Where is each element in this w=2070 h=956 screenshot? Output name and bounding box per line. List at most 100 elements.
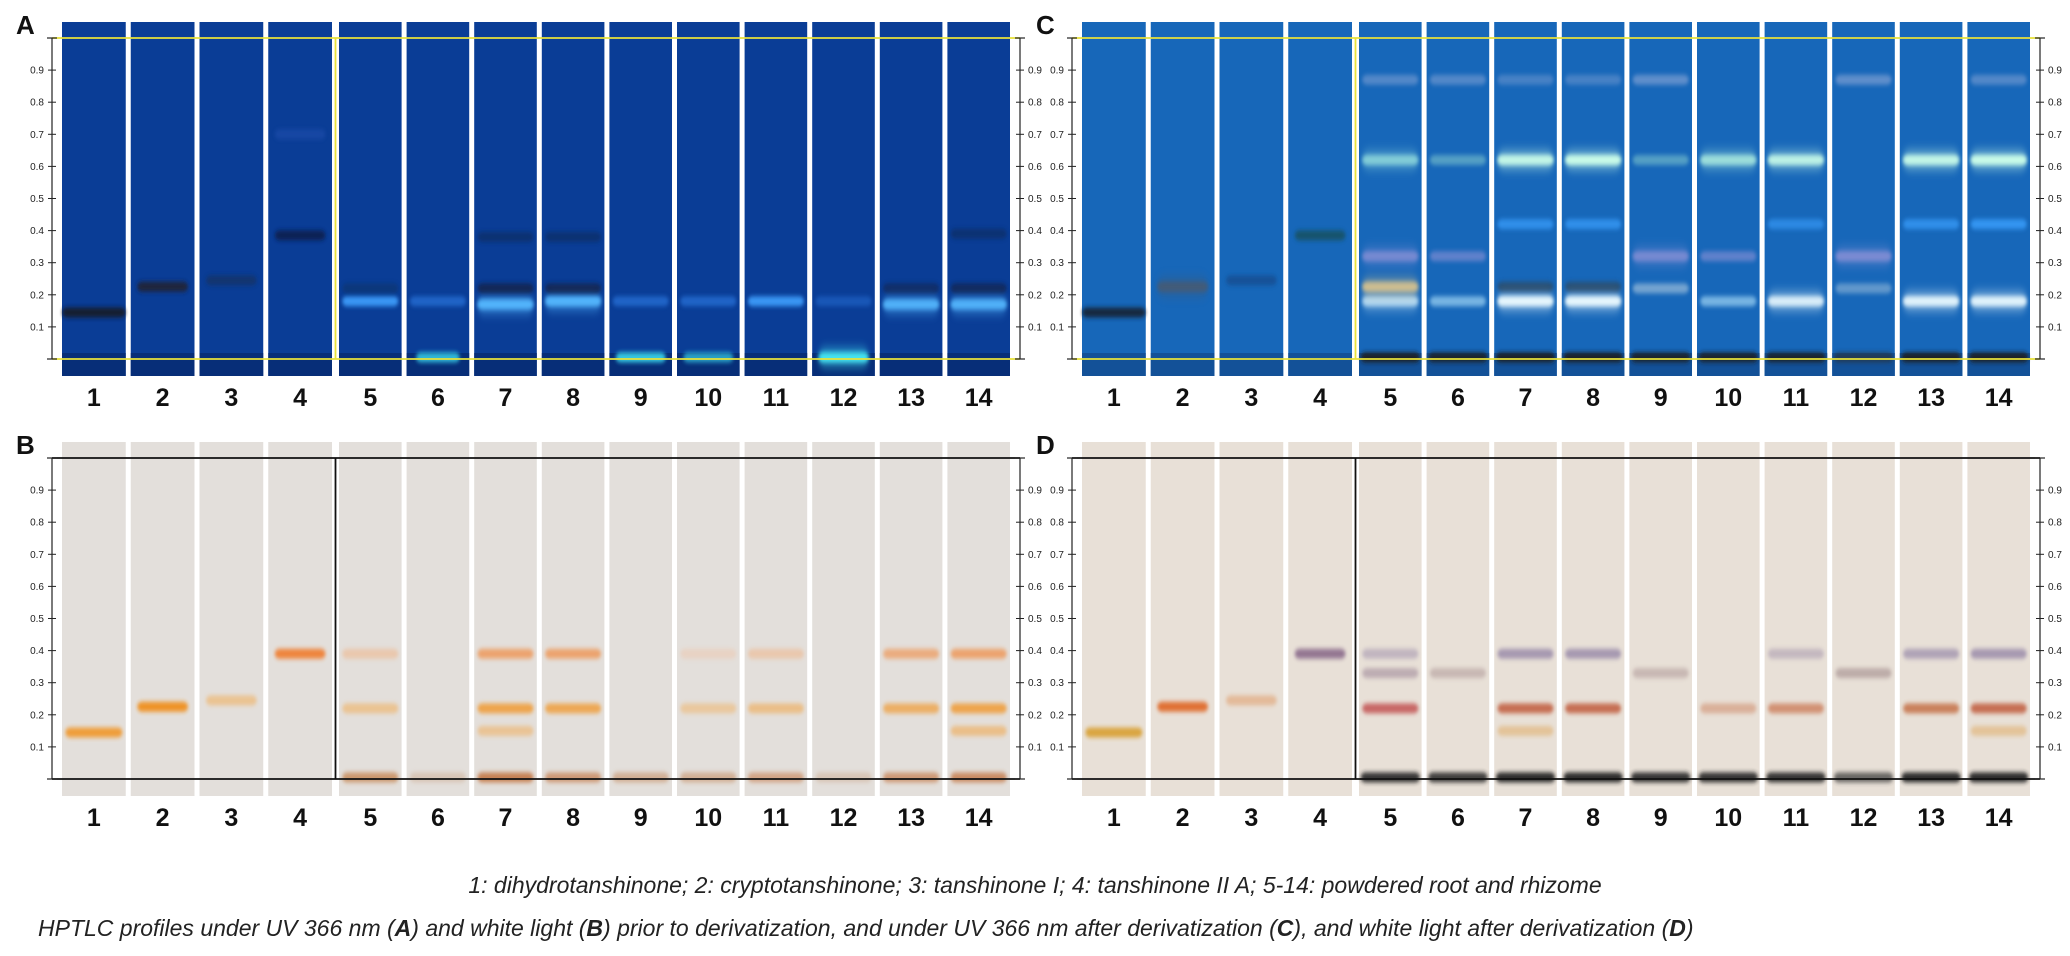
lane-number: 2 xyxy=(156,384,170,412)
rf-tick-label: 0.2 xyxy=(1050,290,1064,301)
band xyxy=(680,296,737,307)
origin-zone xyxy=(744,353,808,376)
rf-tick-label: 0.2 xyxy=(1028,710,1042,721)
lane-number: 8 xyxy=(1586,384,1600,412)
caption-panel-ref: A xyxy=(394,915,412,941)
band xyxy=(342,703,399,714)
rf-tick-label: 0.5 xyxy=(2048,194,2062,205)
lane-number: 3 xyxy=(1244,384,1258,412)
panel-label: B xyxy=(16,430,35,460)
band xyxy=(950,299,1007,310)
lane-track xyxy=(1899,22,1963,376)
band xyxy=(612,296,669,307)
lane-track xyxy=(1082,22,1146,376)
lane-number: 4 xyxy=(293,804,307,832)
origin-zone xyxy=(1219,353,1284,376)
rf-tick-label: 0.6 xyxy=(2048,582,2062,593)
band xyxy=(882,283,940,294)
rf-tick-label: 0.4 xyxy=(1050,226,1064,237)
band xyxy=(477,283,534,294)
rf-tick-label: 0.4 xyxy=(1050,646,1064,657)
band xyxy=(1970,648,2027,659)
band xyxy=(1428,772,1488,783)
band xyxy=(950,703,1007,714)
rf-tick-label: 0.8 xyxy=(30,98,44,109)
lane-number: 5 xyxy=(363,804,377,832)
origin-zone xyxy=(879,353,943,376)
rf-tick-label: 0.2 xyxy=(2048,710,2062,721)
origin-zone xyxy=(199,353,264,376)
origin-zone xyxy=(541,353,605,376)
band xyxy=(1362,154,1419,165)
band xyxy=(544,772,602,783)
band xyxy=(477,299,534,310)
band xyxy=(1497,74,1554,85)
lane-track xyxy=(474,22,537,376)
band xyxy=(882,299,940,310)
lane-track xyxy=(541,22,605,376)
band xyxy=(477,648,534,659)
origin-zone xyxy=(1082,353,1146,376)
lane-track xyxy=(1764,22,1828,376)
rf-tick-label: 0.5 xyxy=(1028,194,1042,205)
lane-track xyxy=(1288,442,1352,796)
lane-number: 4 xyxy=(1313,384,1327,412)
rf-tick-label: 0.6 xyxy=(30,162,44,173)
rf-tick-label: 0.2 xyxy=(30,290,44,301)
band xyxy=(409,296,467,307)
rf-tick-label: 0.2 xyxy=(30,710,44,721)
lane-number: 7 xyxy=(1519,384,1533,412)
plate: 0.1 0.2 0.3 0.4 0.5 0.6 0.7 0.8 0.9 0.1 0.2 0.3 0.4 0… xyxy=(1050,22,2062,412)
lane-track xyxy=(1629,442,1692,796)
rf-tick-label: 0.6 xyxy=(1050,582,1064,593)
lane-track xyxy=(130,442,195,796)
lane-number: 3 xyxy=(1244,804,1258,832)
band xyxy=(747,703,805,714)
rf-tick-label: 0.6 xyxy=(1028,162,1042,173)
rf-tick-label: 0.1 xyxy=(1050,322,1064,333)
lane-track xyxy=(62,22,126,376)
band xyxy=(1497,725,1554,736)
band xyxy=(1835,74,1892,85)
lane-number: 12 xyxy=(1850,384,1878,412)
lane-number: 6 xyxy=(1451,804,1465,832)
lane-track xyxy=(1359,442,1422,796)
band xyxy=(1835,251,1892,262)
band xyxy=(1085,727,1143,738)
band xyxy=(1902,648,1960,659)
rf-tick-label: 0.4 xyxy=(2048,646,2062,657)
lane-number: 1 xyxy=(1107,384,1121,412)
band xyxy=(1700,296,1757,307)
lane-number: 13 xyxy=(897,804,925,832)
band xyxy=(342,296,399,307)
lane-track xyxy=(339,22,402,376)
band xyxy=(1835,668,1892,679)
band xyxy=(747,772,805,783)
lane-number: 6 xyxy=(431,804,445,832)
lane-number: 13 xyxy=(897,384,925,412)
lane-number: 8 xyxy=(1586,804,1600,832)
band xyxy=(1429,251,1487,262)
band xyxy=(1970,703,2027,714)
band xyxy=(1902,296,1960,307)
lane-track xyxy=(339,442,402,796)
lane-number: 1 xyxy=(87,804,101,832)
band xyxy=(1497,703,1554,714)
rf-tick-label: 0.7 xyxy=(2048,550,2062,561)
rf-tick-label: 0.9 xyxy=(2048,486,2062,497)
lane-number: 3 xyxy=(224,384,238,412)
rf-tick-label: 0.7 xyxy=(30,130,44,141)
band xyxy=(747,648,805,659)
band xyxy=(1902,703,1960,714)
caption-panel-ref: C xyxy=(1276,915,1294,941)
lane-number: 13 xyxy=(1917,804,1945,832)
band xyxy=(1632,154,1689,165)
band xyxy=(1564,296,1622,307)
band xyxy=(1833,352,1894,363)
band xyxy=(1632,74,1689,85)
lane-track xyxy=(1832,442,1895,796)
band xyxy=(1294,230,1346,241)
lane-number: 11 xyxy=(763,804,790,832)
band xyxy=(1902,219,1960,230)
